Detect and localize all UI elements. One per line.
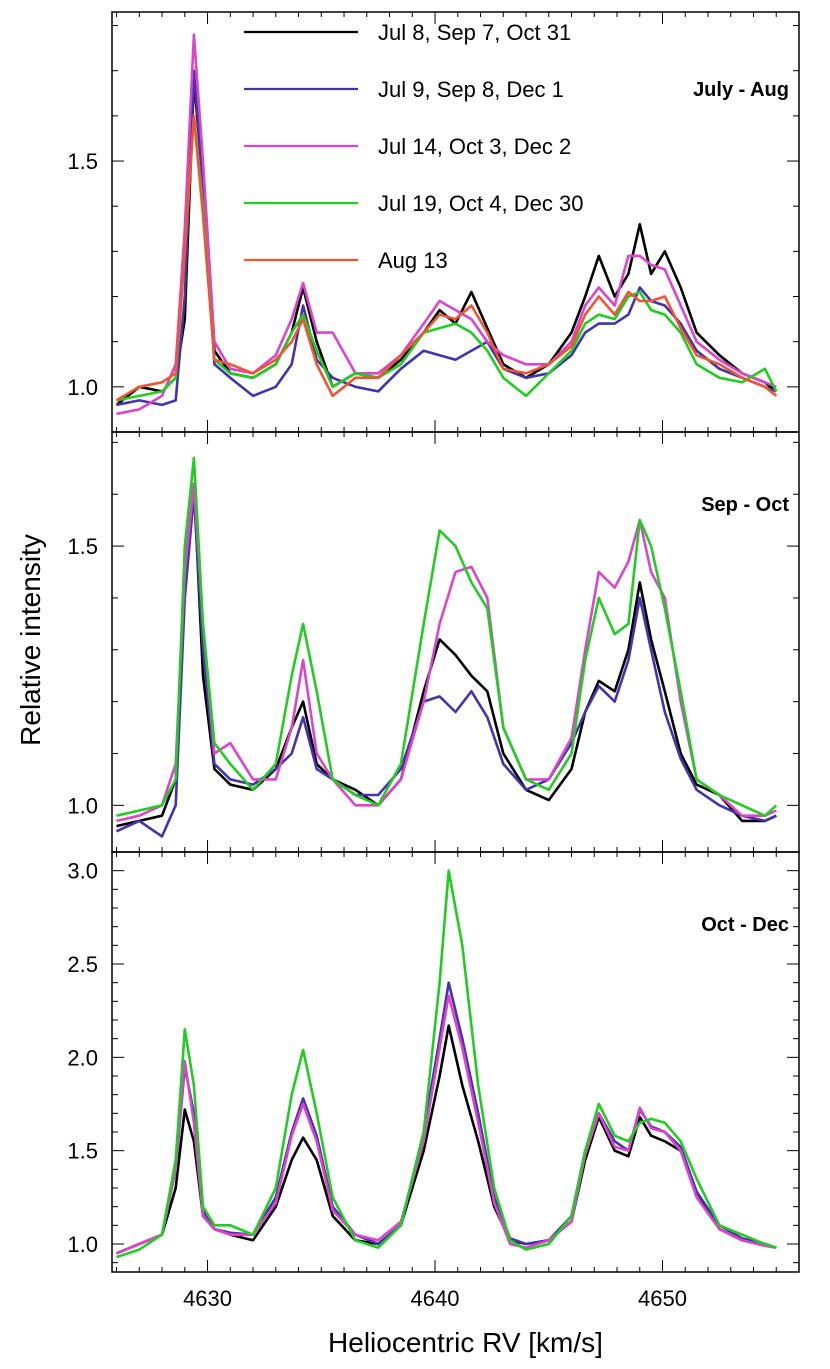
panel-frame-3: [111, 851, 800, 1273]
x-axis-title: Heliocentric RV [km/s]: [328, 1327, 603, 1358]
y-tick-label: 1.5: [67, 534, 98, 559]
y-tick-label: 2.5: [67, 952, 98, 977]
series-line-sep-7: [116, 482, 777, 828]
legend-label: Aug 13: [378, 248, 448, 273]
x-tick-label: 4630: [183, 1286, 232, 1311]
axis-ticks: [112, 12, 800, 1272]
x-tick-label: 4650: [638, 1286, 687, 1311]
y-tick-label: 1.0: [67, 375, 98, 400]
y-tick-label: 1.5: [67, 149, 98, 174]
series-line-dec-1: [116, 981, 777, 1255]
series-line-aug-13: [115, 114, 778, 402]
series-line-sep-8: [115, 492, 777, 838]
series-line-jul-14: [116, 33, 777, 416]
legend-label: Jul 14, Oct 3, Dec 2: [378, 134, 571, 159]
series-line-oct-31: [116, 1024, 777, 1255]
panel-title-3: Oct - Dec: [701, 914, 789, 936]
legend: Jul 8, Sep 7, Oct 31 Jul 9, Sep 8, Dec 1 J…: [244, 20, 583, 273]
y-tick-label: 1.0: [67, 1232, 98, 1257]
y-tick-label: 2.0: [67, 1045, 98, 1070]
spectral-curves: [115, 33, 778, 1259]
panel-frame-1: [111, 11, 800, 433]
legend-label: Jul 19, Oct 4, Dec 30: [378, 191, 583, 216]
legend-label: Jul 8, Sep 7, Oct 31: [378, 20, 571, 45]
y-tick-label: 3.0: [67, 859, 98, 884]
series-line-oct-4: [116, 456, 778, 817]
legend-label: Jul 9, Sep 8, Dec 1: [378, 77, 564, 102]
y-tick-label: 1.5: [67, 1139, 98, 1164]
series-line-dec-30: [116, 869, 777, 1259]
series-line-dec-2: [116, 994, 777, 1255]
panel-title-1: July - Aug: [693, 79, 789, 101]
panel-title-2: Sep - Oct: [701, 494, 789, 516]
y-axis-title: Relative intensity: [15, 534, 46, 746]
axis-labels: 1.0 1.5 July - Aug 1.0 1.5 Sep - Oct 1.0 1.5 2.0…: [15, 79, 789, 1358]
series-line-jul-9: [116, 69, 777, 407]
x-tick-label: 4640: [411, 1286, 460, 1311]
plot-frames: [111, 11, 800, 1273]
y-tick-label: 1.0: [67, 793, 98, 818]
